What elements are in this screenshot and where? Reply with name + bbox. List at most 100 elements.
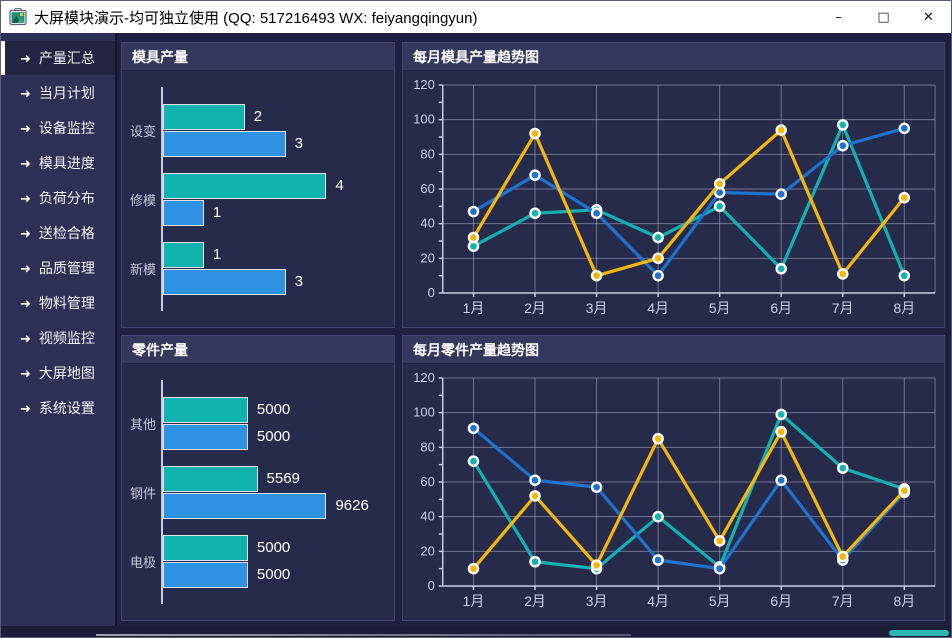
bar-row: 5569 — [163, 465, 390, 492]
line-chart-svg: 0 20 40 60 80 100 120 1月 2月 3月 4月 5月 6月 7月 8月 — [413, 77, 936, 316]
sidebar-item-device-monitor[interactable]: ➜ 设备监控 — [1, 111, 115, 145]
scrollbar-thumb[interactable] — [889, 630, 949, 636]
panel-part-production: 零件产量 其他 5000 5000 钢件 5569 9626 电极 5000 5000 — [121, 335, 395, 621]
bar-chart-plot: 其他 5000 5000 钢件 5569 9626 电极 5000 5000 — [122, 364, 394, 620]
sidebar-item-label: 模具进度 — [38, 155, 95, 171]
svg-text:7月: 7月 — [832, 300, 854, 316]
bar-pair: 5000 5000 — [163, 534, 390, 588]
data-point — [775, 124, 787, 136]
line-series-line_yellow — [467, 124, 911, 282]
arrow-icon: ➜ — [20, 85, 31, 101]
line-series-line_yellow — [467, 425, 911, 575]
bar-chart-axis — [161, 380, 163, 604]
bar-row: 4 — [163, 172, 390, 199]
data-point — [836, 268, 849, 280]
bar-bar_blue — [163, 268, 286, 295]
svg-text:120: 120 — [413, 370, 435, 385]
bar-category-label: 钢件 — [129, 485, 156, 501]
svg-text:80: 80 — [420, 439, 434, 454]
sidebar-item-mold-progress[interactable]: ➜ 模具进度 — [1, 146, 115, 180]
bar-category-label: 电极 — [129, 554, 156, 570]
svg-text:6月: 6月 — [770, 300, 792, 316]
bar-row: 3 — [163, 268, 390, 295]
data-point — [713, 178, 726, 190]
arrow-icon: ➜ — [20, 190, 31, 206]
bar-value-label: 4 — [335, 177, 344, 194]
maximize-button[interactable]: □ — [877, 9, 890, 25]
axes — [438, 377, 936, 590]
panel-header: 零件产量 — [122, 336, 394, 364]
svg-text:0: 0 — [428, 578, 435, 593]
sidebar-item-production-summary[interactable]: ➜ 产量汇总 — [1, 41, 115, 75]
bar-group: 钢件 5569 9626 — [122, 465, 390, 519]
svg-text:20: 20 — [420, 250, 434, 265]
svg-text:4月: 4月 — [647, 300, 669, 316]
bar-value-label: 5000 — [256, 428, 291, 445]
data-point — [652, 252, 664, 265]
sidebar-item-screen-map[interactable]: ➜ 大屏地图 — [1, 356, 115, 390]
data-point — [590, 559, 603, 571]
bar-bar_teal — [163, 103, 245, 130]
bar-value-label: 2 — [253, 108, 263, 125]
grid — [442, 377, 936, 587]
axes — [438, 84, 936, 297]
bar-value-label: 5000 — [256, 401, 291, 418]
bar-row: 3 — [163, 130, 390, 157]
svg-text:3月: 3月 — [586, 593, 608, 609]
bar-value-label: 5569 — [266, 470, 300, 487]
panel-mold-trend: 每月模具产量趋势图 0 20 40 60 80 100 120 1月 2月 3月 4月 5月 6月 7月 8… — [402, 42, 945, 328]
data-point — [467, 455, 480, 467]
sidebar-item-inspection-pass[interactable]: ➜ 送检合格 — [1, 216, 115, 250]
bar-row: 2 — [163, 103, 390, 130]
mold-production-bar-chart: 设变 2 3 修模 4 1 新模 1 3 — [122, 71, 394, 327]
svg-text:120: 120 — [413, 77, 435, 92]
bar-row: 5000 — [163, 534, 390, 561]
sidebar-item-label: 产量汇总 — [38, 50, 95, 66]
arrow-icon: ➜ — [20, 400, 31, 416]
sidebar-item-quality-management[interactable]: ➜ 品质管理 — [1, 251, 115, 285]
sidebar-item-load-distribution[interactable]: ➜ 负荷分布 — [1, 181, 115, 215]
panel-header: 模具产量 — [122, 43, 394, 71]
bar-groups: 其他 5000 5000 钢件 5569 9626 电极 5000 5000 — [122, 364, 394, 620]
bar-category-label: 其他 — [129, 416, 156, 432]
bar-value-label: 3 — [294, 135, 303, 152]
data-point — [529, 555, 541, 568]
sidebar-item-label: 系统设置 — [38, 400, 95, 416]
bar-bar_blue — [163, 561, 248, 588]
bar-chart-axis — [161, 87, 163, 311]
data-point — [713, 535, 726, 547]
sidebar-item-label: 当月计划 — [38, 85, 95, 101]
bar-groups: 设变 2 3 修模 4 1 新模 1 3 — [122, 71, 394, 327]
arrow-icon: ➜ — [20, 120, 31, 136]
data-point — [590, 269, 603, 282]
bar-group: 其他 5000 5000 — [122, 396, 390, 450]
sidebar-item-system-settings[interactable]: ➜ 系统设置 — [1, 391, 115, 425]
data-point — [775, 188, 787, 200]
sidebar-item-material-management[interactable]: ➜ 物料管理 — [1, 286, 115, 320]
close-button[interactable]: ✕ — [923, 9, 934, 25]
data-point — [775, 474, 787, 487]
bar-group: 电极 5000 5000 — [122, 534, 390, 588]
sidebar-item-monthly-plan[interactable]: ➜ 当月计划 — [1, 76, 115, 110]
minimize-button[interactable]: – — [835, 9, 842, 25]
data-point — [898, 122, 911, 135]
arrow-icon: ➜ — [20, 365, 31, 381]
bottom-strip — [1, 626, 951, 637]
sidebar-item-video-monitor[interactable]: ➜ 视频监控 — [1, 321, 115, 355]
data-point — [713, 200, 726, 213]
sidebar-item-label: 视频监控 — [38, 330, 95, 346]
svg-text:60: 60 — [420, 181, 434, 196]
bar-value-label: 1 — [212, 246, 222, 263]
svg-text:5月: 5月 — [709, 300, 731, 316]
data-point — [836, 119, 849, 131]
axis-labels: 0 20 40 60 80 100 120 1月 2月 3月 4月 5月 6月 7月 8月 — [413, 370, 915, 609]
data-point — [467, 562, 480, 575]
bar-pair: 5569 9626 — [163, 465, 390, 519]
svg-text:3月: 3月 — [586, 300, 608, 316]
panel-title: 零件产量 — [132, 341, 188, 358]
axis-labels: 0 20 40 60 80 100 120 1月 2月 3月 4月 5月 6月 7月 8月 — [413, 77, 915, 316]
svg-text:1月: 1月 — [463, 593, 485, 609]
